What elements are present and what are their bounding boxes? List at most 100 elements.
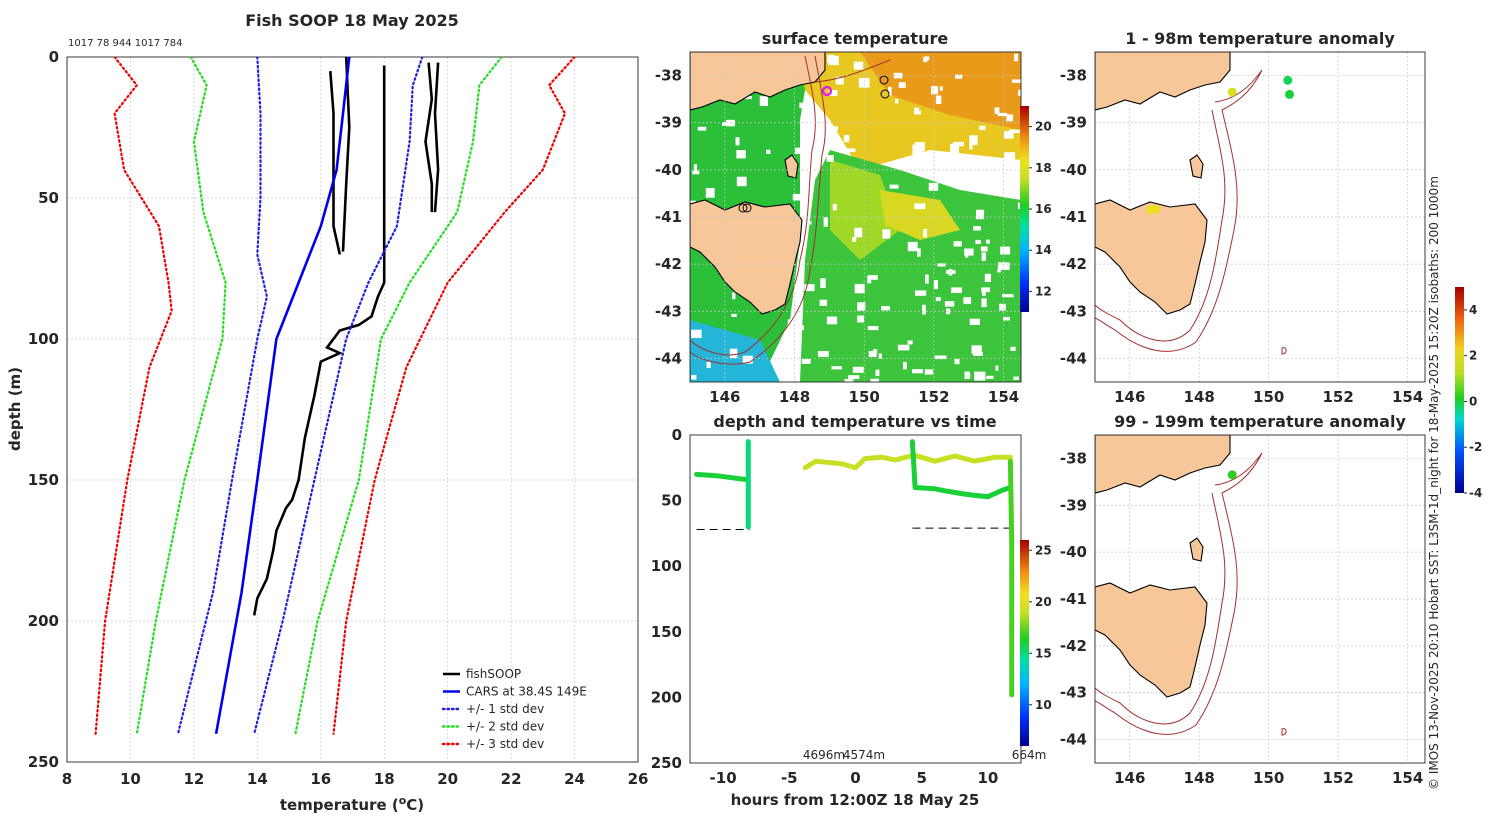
profile-ytick: 50 [38, 189, 59, 207]
profile-ytick: 150 [28, 471, 59, 489]
sst-cloud-pixel [922, 304, 926, 315]
sst-cloud-pixel [895, 99, 899, 104]
anomaly-colorbar-label: 2 [1469, 349, 1477, 363]
sst-cloud-pixel [969, 144, 973, 150]
sst-cloud-pixel [954, 359, 960, 365]
sst-cloud-pixel [898, 82, 906, 88]
sst-cloud-pixel [1004, 131, 1014, 139]
profile-ticks: 8 10 12 14 16 18 20 22 24 26 0 50 100 150 200 250 [28, 48, 649, 788]
sst-cloud-pixel [997, 262, 1010, 270]
sst-cloud-pixel [1010, 346, 1016, 351]
time-xtick: -5 [781, 769, 798, 787]
anomaly-upper-point [1285, 89, 1295, 99]
sst-cloud-pixel [882, 229, 891, 239]
sst-cloud-pixel [759, 96, 768, 106]
sst-cloud-pixel [953, 241, 962, 247]
sst-cloud-pixel [1018, 89, 1021, 96]
anomaly-upper-ytick: -39 [1060, 114, 1087, 132]
sst-cloud-pixel [831, 366, 842, 370]
profile-series-line [214, 57, 351, 735]
anomaly-lower-map [1095, 435, 1287, 736]
sst-colorbar [1020, 106, 1029, 312]
anomaly-lower-isobath [1281, 728, 1287, 736]
profile-lines [94, 57, 576, 735]
sst-colorbar-label: 16 [1035, 202, 1052, 216]
anomaly-lower-ytick: -42 [1060, 637, 1087, 655]
sst-cloud-pixel [979, 125, 986, 131]
time-track [1007, 458, 1015, 698]
anomaly-upper-point [1283, 75, 1293, 85]
sst-cloud-pixel [1013, 376, 1019, 380]
sst-panel: surface temperature 146 148 150 152 154 -38 -3… [655, 29, 1052, 406]
profile-xlabel: temperature (oC) [280, 794, 424, 814]
sst-cloud-pixel [697, 126, 707, 131]
time-xtick: 10 [977, 769, 998, 787]
time-track [802, 453, 914, 471]
sst-cloud-pixel [924, 369, 934, 375]
time-xtick: -10 [710, 769, 737, 787]
sst-cloud-pixel [791, 351, 798, 361]
sst-cloud-pixel [821, 141, 825, 146]
profile-series-line [424, 62, 434, 213]
sst-deploy-marker [879, 75, 889, 85]
anomaly-upper-ytick: -38 [1060, 67, 1087, 85]
sst-cloud-pixel [914, 107, 919, 115]
sst-colorbar-label: 18 [1035, 161, 1052, 175]
sst-cloud-pixel [804, 284, 815, 292]
sst-cloud-pixel [844, 378, 854, 382]
sst-cloud-pixel [973, 226, 981, 231]
sst-cloud-pixel [731, 313, 737, 317]
anomaly-lower-xtick: 154 [1392, 769, 1423, 787]
sst-isobath-1000 [690, 55, 826, 365]
sst-ytick: -42 [655, 255, 682, 273]
anomaly-lower-isobath [1095, 492, 1226, 725]
anomaly-lower-point [1227, 470, 1237, 480]
profile-legend-label: fishSOOP [466, 667, 521, 681]
sst-cloud-pixel [801, 235, 806, 242]
profile-series-line [294, 57, 503, 735]
anomaly-colorbar [1455, 287, 1464, 493]
sst-isobath-north [814, 59, 891, 83]
sst-cloud-pixel [735, 137, 740, 146]
sst-cloud-pixel [944, 301, 955, 307]
sst-cloud-pixel [722, 122, 727, 126]
sst-cloud-pixel [897, 344, 910, 351]
anomaly-lower-xtick: 150 [1253, 769, 1284, 787]
profile-xtick: 8 [62, 770, 72, 788]
anomaly-lower-ytick: -44 [1060, 731, 1087, 749]
anomaly-colorbar-label: -2 [1469, 440, 1482, 454]
anomaly-lower-ytick: -38 [1060, 449, 1087, 467]
sst-cloud-pixel [736, 176, 747, 187]
sst-cloud-pixel [937, 263, 946, 267]
profile-xtick: 10 [120, 770, 141, 788]
anomaly-colorbar-label: -4 [1469, 486, 1482, 500]
sst-cloud-pixel [995, 365, 999, 371]
sst-ytick: -39 [655, 114, 682, 132]
profile-xtick: 24 [564, 770, 585, 788]
sst-cloud-pixel [914, 142, 925, 151]
sst-cloud-pixel [889, 184, 899, 189]
sst-cloud-pixel [973, 352, 983, 356]
anomaly-upper-ytick: -41 [1060, 208, 1087, 226]
sst-cloud-pixel [917, 248, 921, 257]
time-axes-box [689, 434, 1022, 764]
sst-cloud-pixel [732, 292, 736, 300]
profile-series-line [332, 57, 576, 735]
sst-cloud-pixel [986, 375, 994, 379]
profile-ytick: 100 [28, 330, 59, 348]
profile-legend-label: +/- 2 std dev [466, 720, 544, 734]
sst-cloud-pixel [706, 361, 711, 368]
sst-ytick: -38 [655, 67, 682, 85]
anomaly-upper-map [1095, 52, 1295, 355]
time-title: depth and temperature vs time [713, 412, 996, 431]
anomaly-upper-ytick: -44 [1060, 349, 1087, 367]
profile-xtick: 18 [374, 770, 395, 788]
time-colorbar-label: 20 [1035, 595, 1052, 609]
sst-cloud-pixel [1008, 129, 1021, 134]
time-colorbar [1020, 540, 1029, 746]
time-ytick: 250 [651, 754, 682, 772]
anomaly-lower-xtick: 152 [1323, 769, 1354, 787]
sst-cloud-pixel [955, 74, 963, 79]
sst-deploy-marker [742, 203, 752, 213]
